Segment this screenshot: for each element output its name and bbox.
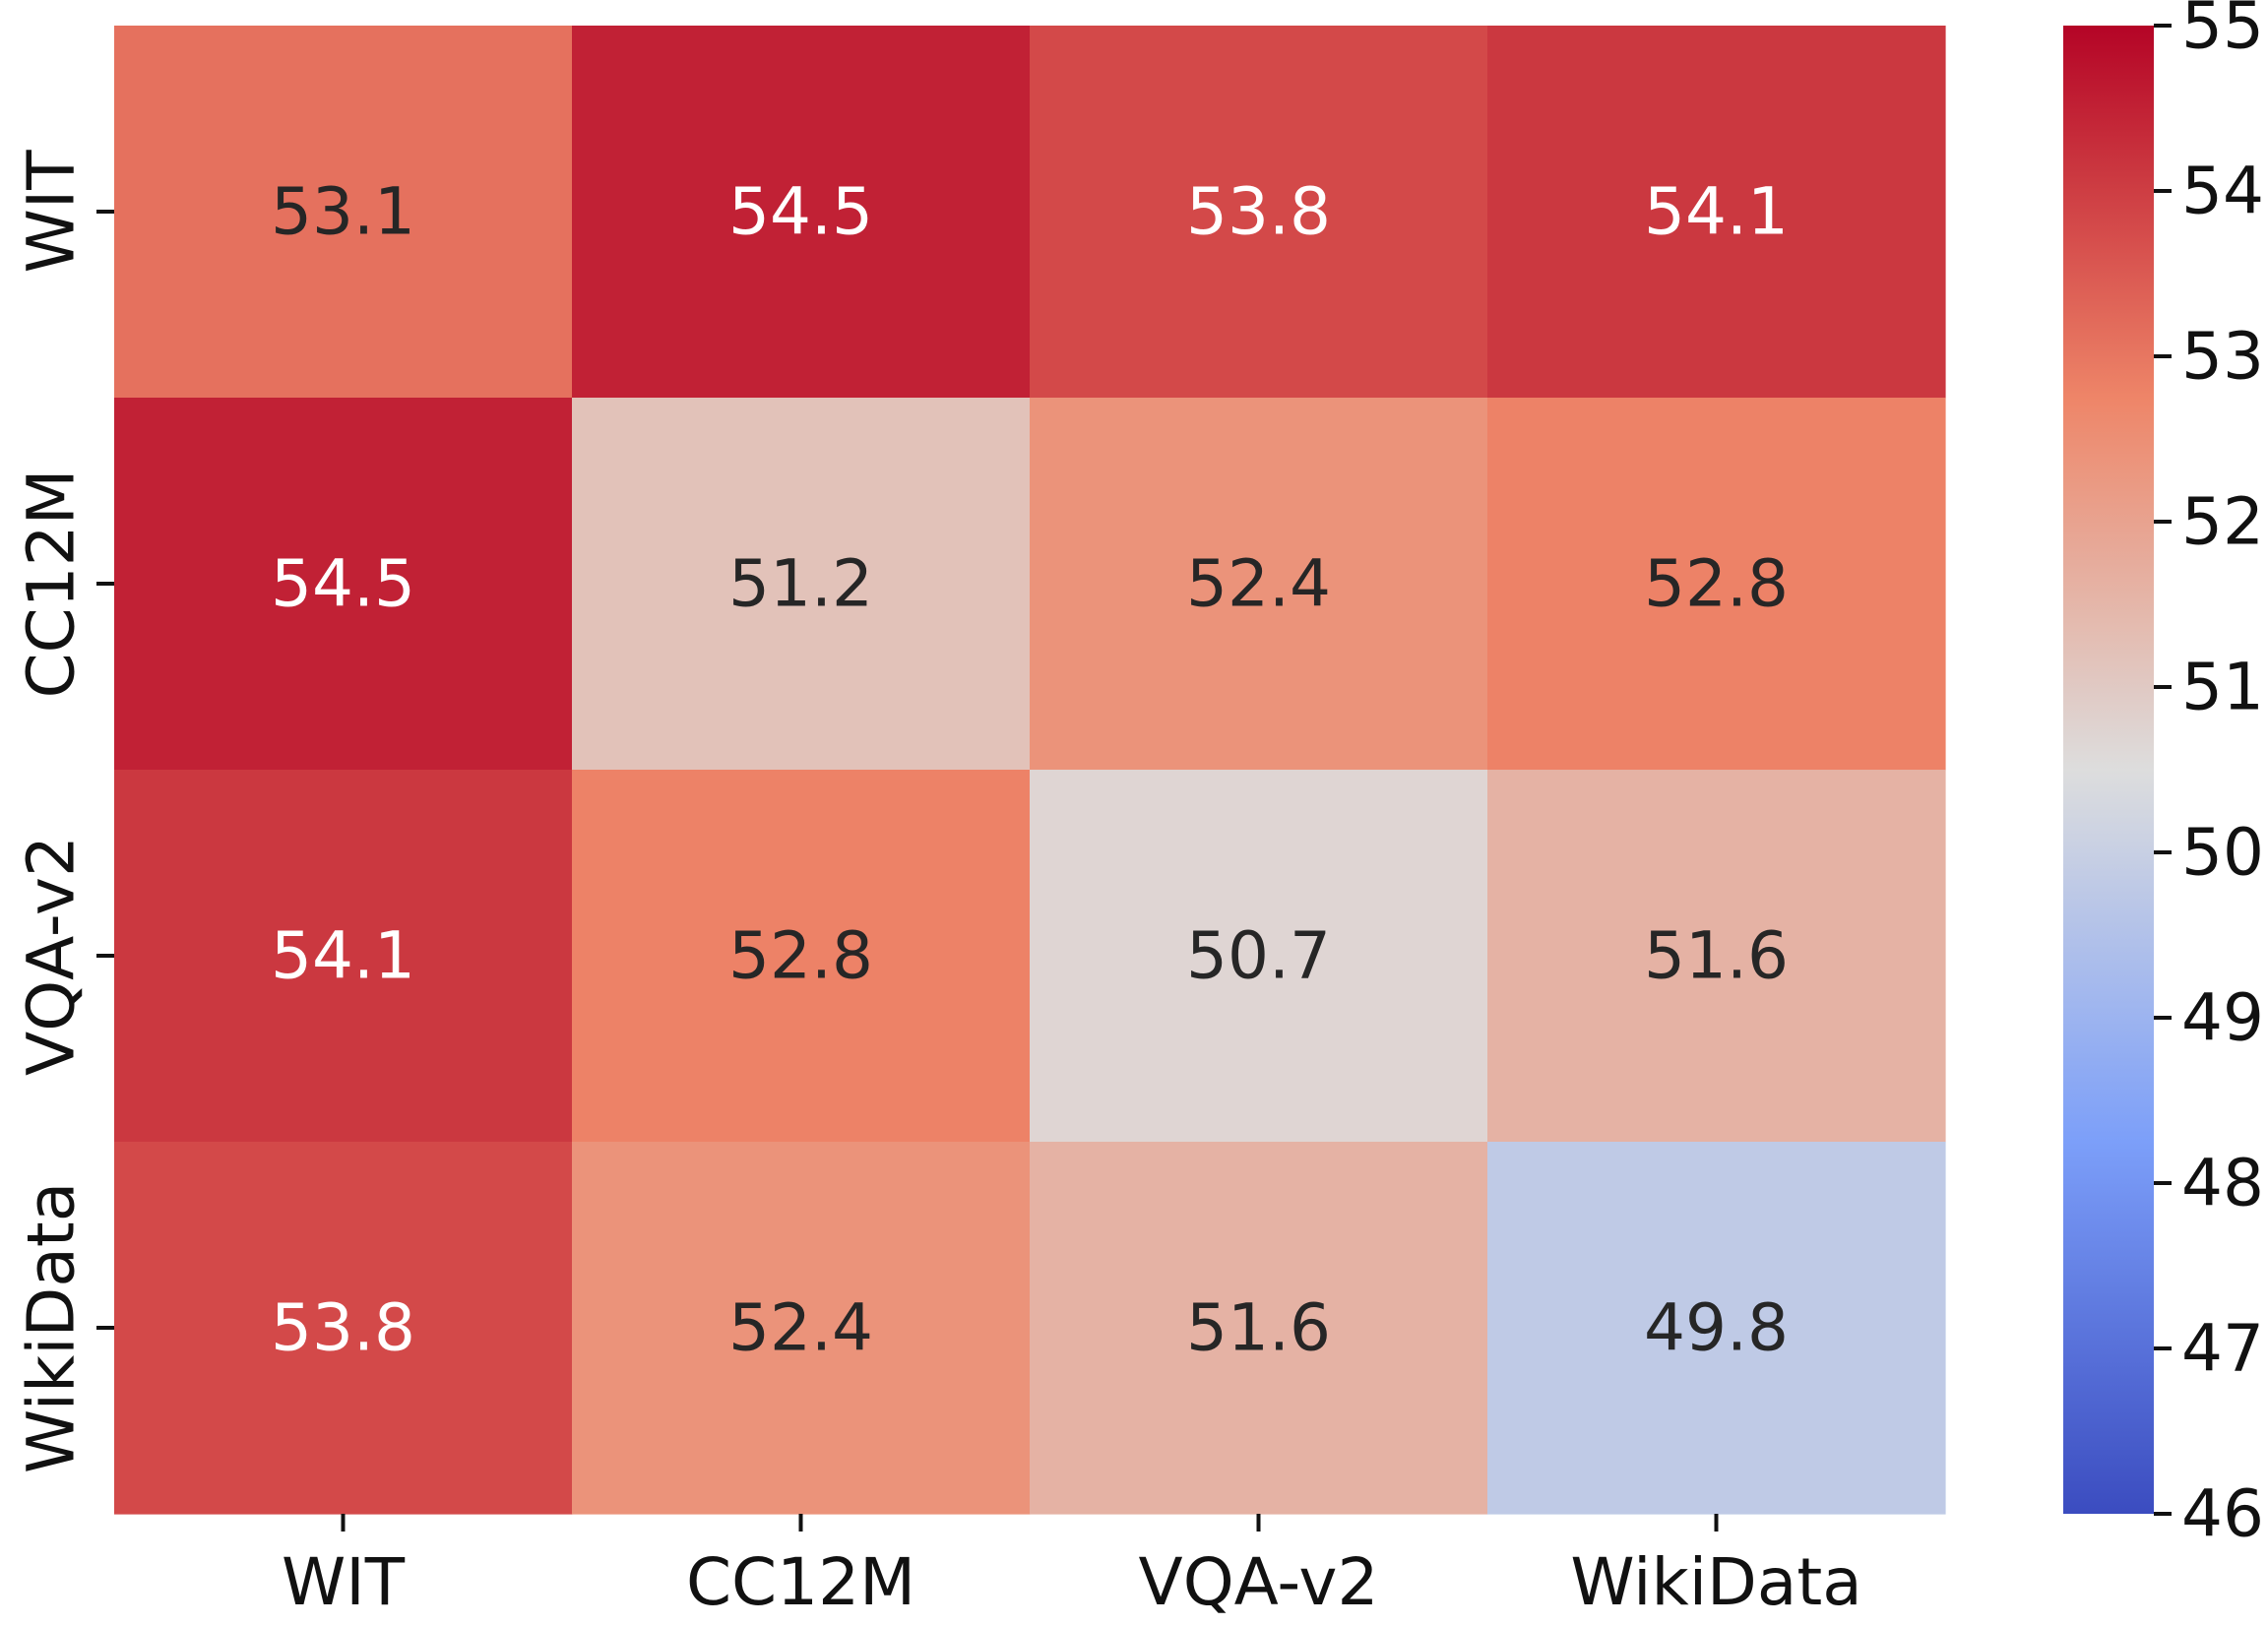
y-tick-label-0: WIT	[14, 150, 90, 274]
cell-label-r2-c0: 54.1	[271, 918, 415, 994]
heatmap-cell-r1-c0	[114, 398, 573, 771]
y-axis: WIT CC12M VQA-v2 WikiData	[14, 150, 114, 1473]
heatmap-cell-r3-c0	[114, 1142, 573, 1515]
heatmap-cell-r2-c1	[572, 770, 1031, 1143]
cell-label-r1-c0: 54.5	[271, 546, 415, 622]
colorbar-tick-label-6: 52	[2181, 484, 2264, 560]
x-axis: WIT CC12M VQA-v2 WikiData	[282, 1514, 1862, 1620]
y-tick-label-3: WikiData	[14, 1182, 90, 1473]
heatmap-cell-r2-c3	[1487, 770, 1946, 1143]
cell-label-r2-c2: 50.7	[1186, 918, 1331, 994]
colorbar: 46 47 48 49 50 51 52 53 54 55	[2063, 0, 2264, 1552]
colorbar-tick-label-3: 49	[2181, 980, 2264, 1056]
heatmap-cell-r1-c1	[572, 398, 1031, 771]
colorbar-tick-label-0: 46	[2181, 1476, 2264, 1552]
colorbar-tick-label-1: 47	[2181, 1311, 2264, 1387]
colorbar-tick-label-9: 55	[2181, 0, 2264, 64]
heatmap-cell-r0-c0	[114, 26, 573, 399]
y-tick-label-1: CC12M	[14, 469, 90, 698]
cell-label-r1-c3: 52.8	[1644, 546, 1789, 622]
cell-label-r0-c1: 54.5	[728, 174, 873, 250]
heatmap-cell-r2-c0	[114, 770, 573, 1143]
heatmap-cells: 53.1 54.5 53.8 54.1 54.5 51.2 52.4 52.8 54.1 52.8…	[114, 26, 1946, 1515]
cell-label-r0-c2: 53.8	[1186, 174, 1331, 250]
cell-label-r2-c1: 52.8	[728, 918, 873, 994]
colorbar-tick-label-5: 51	[2181, 650, 2264, 725]
colorbar-tick-label-8: 54	[2181, 154, 2264, 229]
cell-label-r0-c3: 54.1	[1644, 174, 1789, 250]
cell-label-r0-c0: 53.1	[271, 174, 415, 250]
colorbar-gradient	[2063, 26, 2154, 1514]
colorbar-tick-label-7: 53	[2181, 319, 2264, 395]
colorbar-tick-label-4: 50	[2181, 815, 2264, 891]
colorbar-tick-label-2: 48	[2181, 1146, 2264, 1221]
cell-label-r3-c1: 52.4	[728, 1290, 873, 1366]
cell-label-r3-c0: 53.8	[271, 1290, 415, 1366]
heatmap-cell-r3-c3	[1487, 1142, 1946, 1515]
heatmap-cell-r0-c2	[1030, 26, 1488, 399]
x-tick-label-2: VQA-v2	[1139, 1544, 1379, 1620]
heatmap-cell-r0-c1	[572, 26, 1031, 399]
heatmap-cell-r3-c1	[572, 1142, 1031, 1515]
cell-label-r3-c3: 49.8	[1644, 1290, 1789, 1366]
heatmap-cell-r1-c3	[1487, 398, 1946, 771]
y-tick-label-2: VQA-v2	[14, 836, 90, 1076]
x-tick-label-0: WIT	[282, 1544, 406, 1620]
heatmap-cell-r1-c2	[1030, 398, 1488, 771]
cell-label-r2-c3: 51.6	[1644, 918, 1789, 994]
cell-label-r3-c2: 51.6	[1186, 1290, 1331, 1366]
heatmap-cell-r2-c2	[1030, 770, 1488, 1143]
heatmap-cell-r3-c2	[1030, 1142, 1488, 1515]
heatmap-cell-r0-c3	[1487, 26, 1946, 399]
x-tick-label-3: WikiData	[1570, 1544, 1861, 1620]
x-tick-label-1: CC12M	[686, 1544, 915, 1620]
cell-label-r1-c2: 52.4	[1186, 546, 1331, 622]
cell-label-r1-c1: 51.2	[728, 546, 873, 622]
